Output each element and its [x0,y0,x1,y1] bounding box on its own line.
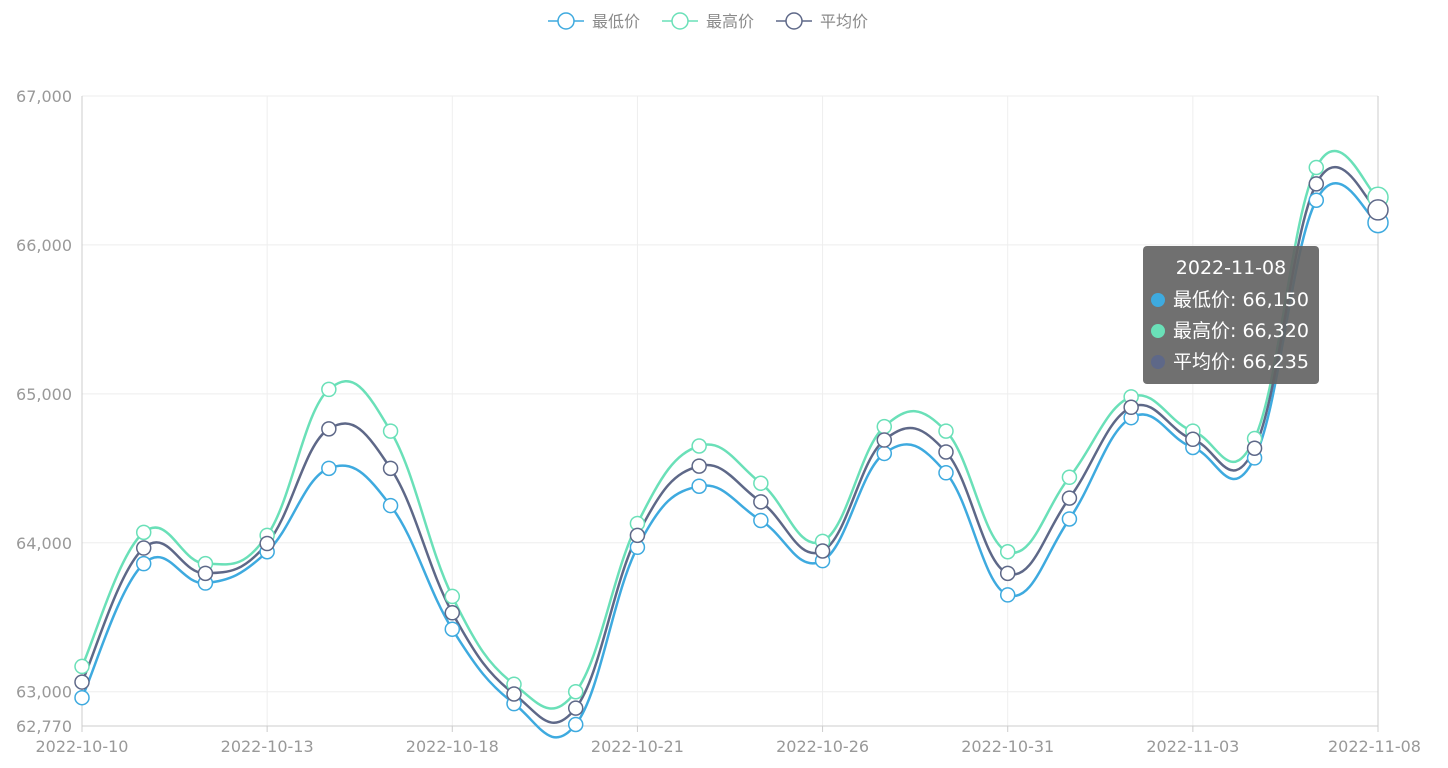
data-point-avg[interactable] [1246,440,1263,456]
data-point-low[interactable] [135,555,152,572]
y-tick-label: 66,000 [16,236,72,255]
x-tick-label: 2022-10-18 [406,737,499,756]
y-tick-label: 65,000 [16,385,72,404]
y-tick-label: 67,000 [16,87,72,106]
tooltip-row-avg: 平均价: 66,235 [1151,349,1319,380]
tooltip-value-avg: 平均价: 66,235 [1173,351,1309,373]
x-tick-label: 2022-10-21 [591,737,684,756]
tooltip-value-high: 最高价: 66,320 [1173,320,1309,342]
data-point-high[interactable] [567,683,584,700]
y-tick-label: 63,000 [16,683,72,702]
data-point-high[interactable] [135,524,152,541]
data-point-low[interactable] [1061,511,1078,527]
data-point-high[interactable] [1061,469,1078,486]
data-point-low[interactable] [691,478,707,494]
data-point-low[interactable] [444,621,461,637]
data-point-avg[interactable] [135,540,152,556]
x-tick-label: 2022-11-08 [1328,737,1421,756]
tooltip-title: 2022-11-08 [1175,257,1287,279]
tooltip-dot-low-icon [1151,293,1165,307]
legend-label: 最高价 [706,12,754,31]
x-tick-label: 2022-10-10 [36,737,129,756]
data-point-high[interactable] [1308,159,1325,176]
data-point-low[interactable] [321,460,337,477]
data-point-avg[interactable] [259,535,275,552]
data-point-high[interactable] [691,438,707,454]
data-point-avg[interactable] [506,686,522,702]
tooltip-row-high: 最高价: 66,320 [1151,318,1319,349]
data-point-high[interactable] [444,588,461,605]
legend-item-high[interactable]: 最高价 [662,12,754,31]
legend-marker-icon [671,12,689,30]
data-point-avg[interactable] [382,460,399,477]
tooltip-dot-high-icon [1151,324,1165,338]
x-tick-label: 2022-11-03 [1146,737,1239,756]
data-point-low[interactable] [753,512,769,529]
data-point-avg[interactable] [1123,399,1139,416]
data-point-low[interactable] [876,445,893,462]
data-point-low[interactable] [938,465,954,481]
data-point-avg[interactable] [691,458,707,474]
data-point-avg[interactable] [814,543,831,559]
data-point-high[interactable] [876,418,893,435]
data-point-high[interactable] [321,381,337,398]
legend-label: 平均价 [820,12,868,31]
data-point-low[interactable] [567,716,584,733]
legend-item-avg[interactable]: 平均价 [776,12,868,31]
legend-marker-icon [557,12,575,30]
data-point-low[interactable] [382,497,399,514]
data-point-avg[interactable] [1061,490,1078,506]
data-point-avg[interactable] [197,565,214,582]
x-tick-label: 2022-10-26 [776,737,869,756]
x-tick-label: 2022-10-31 [961,737,1054,756]
tooltip-row-low: 最低价: 66,150 [1151,287,1319,318]
data-point-avg[interactable] [1185,431,1201,448]
data-point-low[interactable] [1308,192,1325,209]
tooltip-value-low: 最低价: 66,150 [1173,289,1309,311]
data-point-avg[interactable] [753,494,769,510]
data-point-avg[interactable] [1367,199,1389,221]
data-point-high[interactable] [999,543,1016,560]
series-line-high [80,149,1379,710]
y-tick-label: 62,770 [16,717,72,736]
data-point-low[interactable] [74,689,90,706]
data-point-avg[interactable] [321,421,337,437]
data-point-high[interactable] [938,423,954,439]
legend-item-low[interactable]: 最低价 [548,12,640,31]
series-lines [80,149,1379,739]
data-point-avg[interactable] [74,674,90,690]
tooltip-dot-avg-icon [1151,355,1165,369]
chart-tooltip: 2022-11-08 最低价: 66,150 最高价: 66,320 平均价: … [1143,246,1319,384]
data-point-avg[interactable] [938,444,954,460]
legend[interactable]: 最低价 最高价 平均价 [548,12,868,31]
data-point-low[interactable] [999,587,1016,603]
data-point-high[interactable] [382,423,399,439]
data-point-avg[interactable] [567,700,584,716]
data-point-high[interactable] [753,475,769,491]
data-point-avg[interactable] [444,605,461,621]
data-point-avg[interactable] [1308,176,1325,192]
legend-marker-icon [785,12,803,30]
y-tick-label: 64,000 [16,534,72,553]
data-point-high[interactable] [74,658,90,675]
x-tick-label: 2022-10-13 [221,737,314,756]
axes: 62,770 63,000 64,000 65,000 66,000 67,000 2022… [16,87,1421,756]
grid [82,95,1378,726]
data-point-avg[interactable] [876,432,893,448]
data-point-avg[interactable] [999,565,1016,582]
data-point-avg[interactable] [629,527,646,544]
legend-label: 最低价 [592,12,640,31]
series-points[interactable] [74,159,1389,733]
